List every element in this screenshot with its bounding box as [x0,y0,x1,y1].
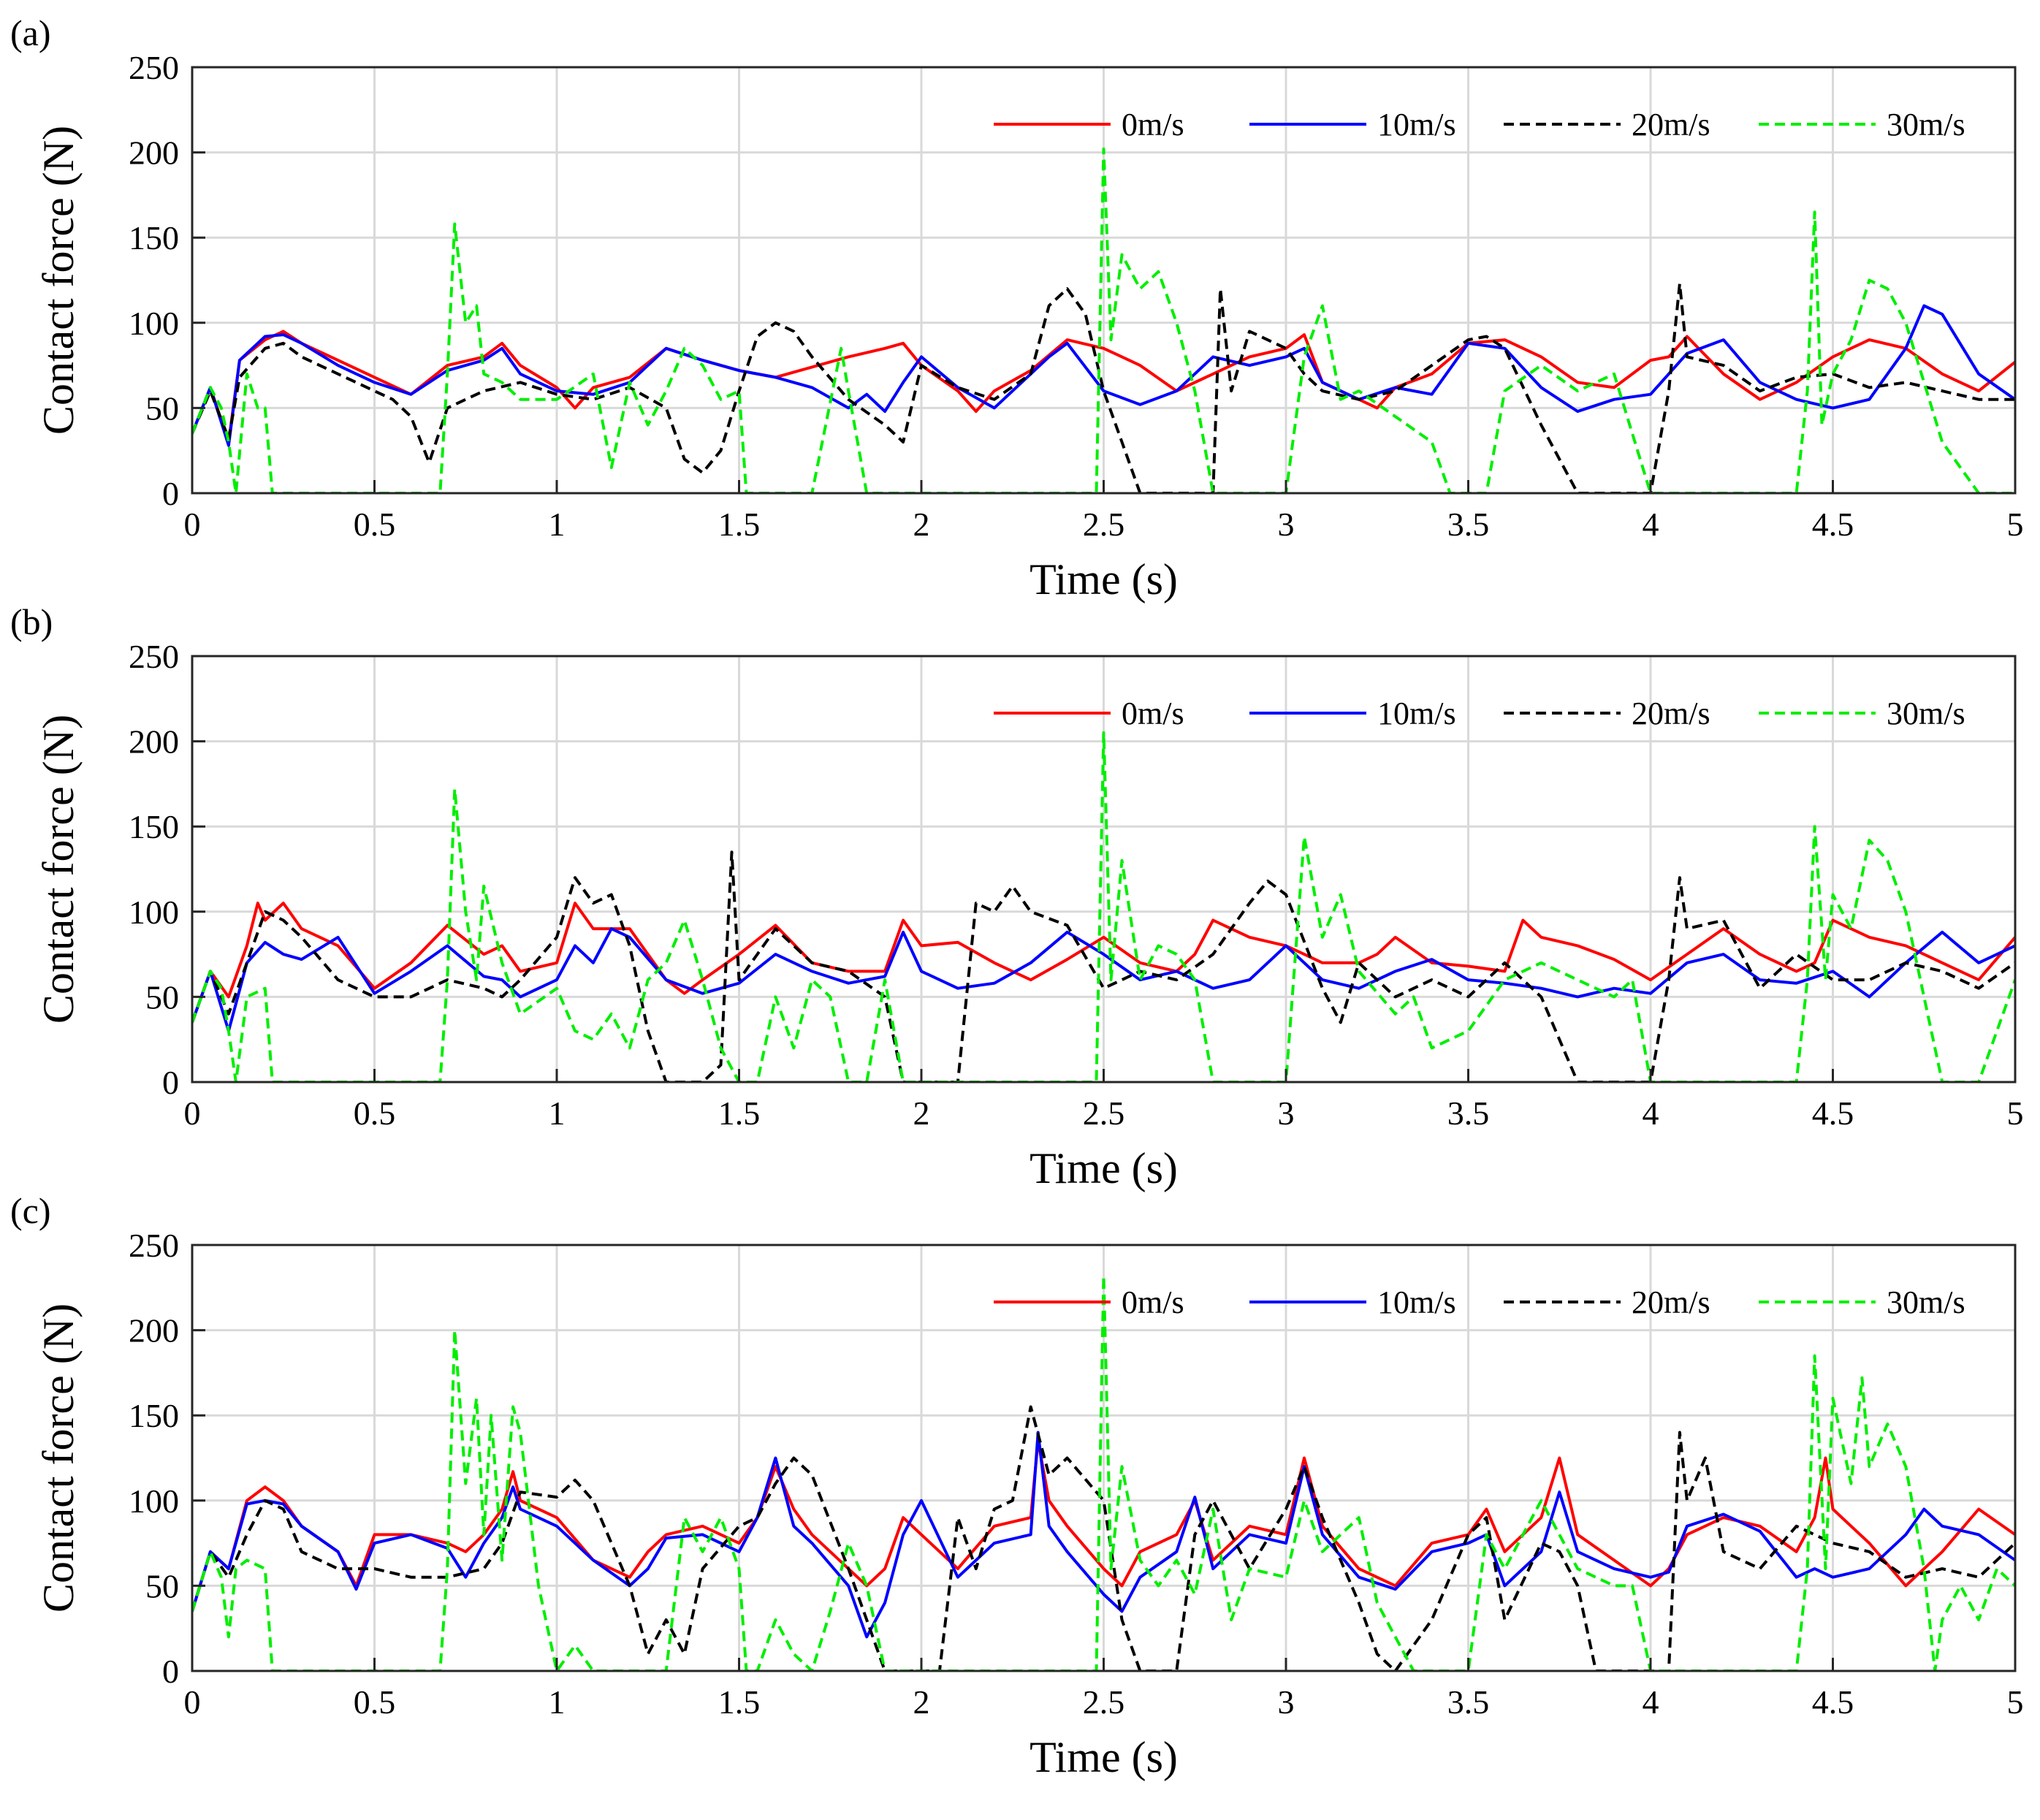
x-tick-label: 2 [913,1094,930,1132]
x-tick-label: 1.5 [718,1094,761,1132]
x-tick-label: 1 [549,506,566,543]
legend-label: 0m/s [1122,696,1184,731]
x-tick-label: 2 [913,506,930,543]
x-tick-label: 5 [2007,1094,2024,1132]
legend-label: 10m/s [1377,1284,1456,1320]
legend-label: 30m/s [1887,107,1965,142]
legend-label: 0m/s [1122,107,1184,142]
x-tick-label: 1.5 [718,506,761,543]
x-axis-label: Time (s) [1029,1144,1178,1192]
legend-label: 20m/s [1632,696,1710,731]
series-line-30m-per-s [192,1274,2015,1671]
x-tick-label: 5 [2007,506,2024,543]
x-tick-label: 3.5 [1447,506,1490,543]
y-tick-label: 100 [129,1482,179,1520]
y-tick-label: 50 [145,1567,179,1604]
series-line-20m-per-s [192,850,2015,1082]
y-tick-label: 250 [129,638,179,675]
y-tick-label: 100 [129,305,179,342]
panel-label: (b) [10,601,53,642]
x-tick-label: 0 [184,1094,201,1132]
series-line-30m-per-s [192,731,2015,1082]
y-axis-label: Contact force (N) [34,1303,83,1613]
chart-panel-a: 0 0.5 1 1.5 2 2.5 3 3.5 4 4.5 5050100150200250Time… [10,12,2024,604]
legend-label: 30m/s [1887,696,1965,731]
panel-label: (a) [10,12,51,53]
x-tick-label: 5 [2007,1683,2024,1721]
x-axis-label: Time (s) [1029,555,1178,604]
y-tick-label: 200 [129,723,179,761]
series-group [192,1274,2015,1671]
x-tick-label: 1 [549,1094,566,1132]
x-tick-label: 0.5 [354,1683,396,1721]
series-line-20m-per-s [192,1405,2015,1671]
x-tick-label: 1.5 [718,1683,761,1721]
y-tick-label: 150 [129,219,179,256]
y-axis-label: Contact force (N) [34,126,83,435]
x-tick-label: 4 [1643,506,1659,543]
y-tick-label: 200 [129,134,179,172]
chart-panel-c: 0 0.5 1 1.5 2 2.5 3 3.5 4 4.5 5050100150200250Time… [10,1190,2024,1781]
panel-label: (c) [10,1190,51,1231]
y-tick-label: 250 [129,1227,179,1264]
y-tick-label: 50 [145,389,179,427]
y-axis-label: Contact force (N) [34,715,83,1024]
x-axis-label: Time (s) [1029,1733,1178,1781]
series-line-30m-per-s [192,147,2015,493]
x-tick-label: 2 [913,1683,930,1721]
y-tick-label: 150 [129,1397,179,1434]
x-tick-label: 4.5 [1812,1683,1854,1721]
legend-label: 20m/s [1632,1284,1710,1320]
legend-label: 10m/s [1377,696,1456,731]
x-tick-label: 3 [1278,1094,1295,1132]
y-tick-label: 200 [129,1312,179,1349]
x-tick-label: 2.5 [1083,1683,1125,1721]
legend: 0m/s 10m/s 20m/s 30m/s [994,696,1965,731]
x-tick-label: 3.5 [1447,1094,1490,1132]
series-line-10m-per-s [192,1431,2015,1639]
legend: 0m/s 10m/s 20m/s 30m/s [994,1284,1965,1320]
y-tick-label: 150 [129,808,179,845]
series-line-20m-per-s [192,282,2015,493]
chart-panel-b: 0 0.5 1 1.5 2 2.5 3 3.5 4 4.5 5050100150200250Time… [10,601,2024,1192]
y-tick-label: 0 [162,1653,179,1690]
x-tick-label: 4 [1643,1094,1659,1132]
legend-label: 0m/s [1122,1284,1184,1320]
x-tick-label: 4 [1643,1683,1659,1721]
x-tick-label: 0.5 [354,506,396,543]
x-tick-label: 4.5 [1812,506,1854,543]
x-tick-label: 1 [549,1683,566,1721]
legend-label: 30m/s [1887,1284,1965,1320]
x-tick-label: 3 [1278,1683,1295,1721]
legend-label: 20m/s [1632,107,1710,142]
y-tick-label: 250 [129,49,179,86]
x-tick-label: 4.5 [1812,1094,1854,1132]
series-line-10m-per-s [192,304,2015,447]
y-tick-label: 100 [129,894,179,931]
y-tick-label: 0 [162,475,179,512]
y-tick-label: 0 [162,1064,179,1101]
series-line-0m-per-s [192,902,2015,1024]
x-tick-label: 0 [184,506,201,543]
legend: 0m/s 10m/s 20m/s 30m/s [994,107,1965,142]
x-tick-label: 0 [184,1683,201,1721]
x-tick-label: 3 [1278,506,1295,543]
y-tick-label: 50 [145,978,179,1016]
x-tick-label: 2.5 [1083,1094,1125,1132]
x-tick-label: 3.5 [1447,1683,1490,1721]
series-group [192,731,2015,1082]
legend-label: 10m/s [1377,107,1456,142]
x-tick-label: 2.5 [1083,506,1125,543]
series-group [192,147,2015,493]
x-tick-label: 0.5 [354,1094,396,1132]
